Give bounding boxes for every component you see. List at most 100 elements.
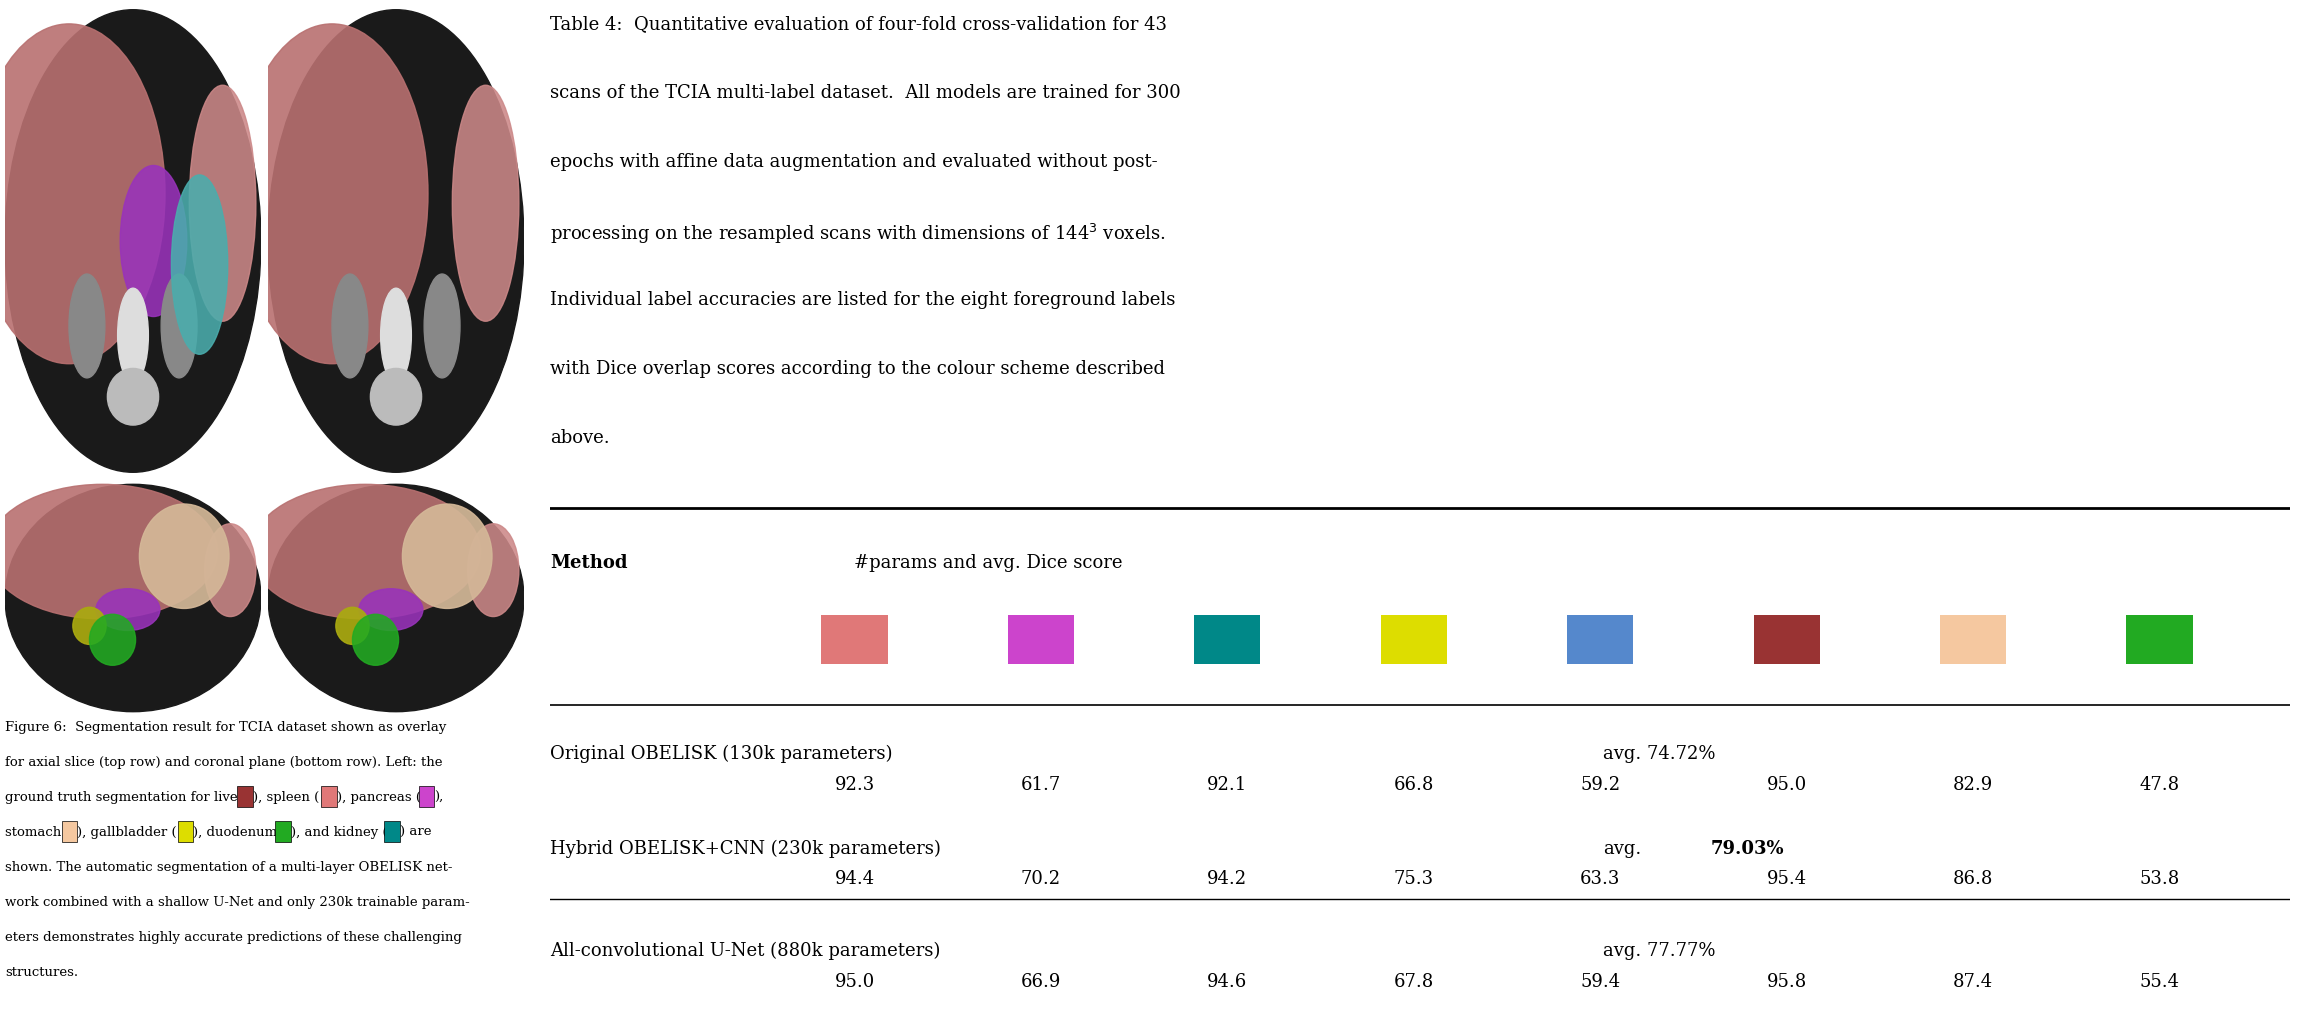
Ellipse shape: [117, 288, 147, 383]
Text: ),: ),: [435, 791, 444, 804]
FancyBboxPatch shape: [237, 786, 253, 807]
Text: ), pancreas (: ), pancreas (: [336, 791, 421, 804]
Ellipse shape: [336, 607, 368, 645]
Ellipse shape: [486, 411, 502, 429]
Ellipse shape: [5, 484, 260, 712]
Ellipse shape: [108, 368, 159, 425]
Ellipse shape: [267, 484, 525, 712]
FancyBboxPatch shape: [419, 786, 435, 807]
Ellipse shape: [504, 363, 518, 383]
FancyBboxPatch shape: [385, 820, 401, 841]
Ellipse shape: [90, 614, 136, 665]
Text: 87.4: 87.4: [1953, 972, 1992, 991]
Text: ), gallbladder (: ), gallbladder (: [78, 826, 177, 838]
Text: eters demonstrates highly accurate predictions of these challenging: eters demonstrates highly accurate predi…: [5, 931, 463, 944]
Ellipse shape: [359, 589, 424, 630]
FancyBboxPatch shape: [62, 820, 78, 841]
Ellipse shape: [267, 10, 525, 472]
Text: 47.8: 47.8: [2139, 775, 2179, 794]
Ellipse shape: [235, 24, 428, 363]
Text: 75.3: 75.3: [1393, 870, 1435, 888]
Text: 95.4: 95.4: [1766, 870, 1808, 888]
Text: 79.03%: 79.03%: [1711, 839, 1785, 858]
Ellipse shape: [290, 411, 306, 429]
FancyBboxPatch shape: [177, 820, 193, 841]
Ellipse shape: [451, 85, 518, 321]
Text: stomach (: stomach (: [5, 826, 71, 838]
FancyBboxPatch shape: [2126, 615, 2192, 664]
Text: 94.6: 94.6: [1207, 972, 1248, 991]
FancyBboxPatch shape: [1009, 615, 1073, 664]
Ellipse shape: [5, 10, 260, 472]
Text: ), and kidney (: ), and kidney (: [290, 826, 387, 838]
Ellipse shape: [9, 363, 25, 383]
Ellipse shape: [424, 274, 461, 378]
Text: 59.2: 59.2: [1580, 775, 1621, 794]
Text: 66.9: 66.9: [1020, 972, 1062, 991]
Text: 55.4: 55.4: [2139, 972, 2179, 991]
Ellipse shape: [97, 589, 159, 630]
Text: avg.: avg.: [1603, 839, 1642, 858]
Ellipse shape: [161, 274, 198, 378]
Ellipse shape: [0, 484, 216, 619]
Text: Original OBELISK (130k parameters): Original OBELISK (130k parameters): [550, 745, 894, 763]
Ellipse shape: [240, 363, 256, 383]
Text: Hybrid OBELISK+CNN (230k parameters): Hybrid OBELISK+CNN (230k parameters): [550, 839, 942, 858]
Text: 92.1: 92.1: [1207, 775, 1248, 794]
Text: 92.3: 92.3: [834, 775, 875, 794]
Text: ground truth segmentation for liver (: ground truth segmentation for liver (: [5, 791, 253, 804]
Text: avg. 77.77%: avg. 77.77%: [1603, 942, 1716, 960]
Ellipse shape: [120, 165, 187, 317]
Text: ), spleen (: ), spleen (: [253, 791, 318, 804]
Ellipse shape: [223, 411, 237, 429]
Ellipse shape: [251, 484, 481, 619]
Text: Figure 6:  Segmentation result for TCIA dataset shown as overlay: Figure 6: Segmentation result for TCIA d…: [5, 721, 447, 734]
Ellipse shape: [274, 363, 288, 383]
Text: Individual label accuracies are listed for the eight foreground labels: Individual label accuracies are listed f…: [550, 291, 1175, 310]
Text: 66.8: 66.8: [1393, 775, 1435, 794]
Text: 86.8: 86.8: [1953, 870, 1994, 888]
Ellipse shape: [74, 607, 106, 645]
Text: 95.0: 95.0: [1766, 775, 1808, 794]
FancyBboxPatch shape: [1939, 615, 2006, 664]
Ellipse shape: [69, 274, 106, 378]
FancyBboxPatch shape: [822, 615, 887, 664]
Text: with Dice overlap scores according to the colour scheme described: with Dice overlap scores according to th…: [550, 360, 1165, 379]
Text: 94.4: 94.4: [834, 870, 875, 888]
Text: 95.0: 95.0: [834, 972, 875, 991]
Text: 61.7: 61.7: [1020, 775, 1062, 794]
Ellipse shape: [468, 524, 518, 616]
Ellipse shape: [140, 504, 228, 608]
Text: ) are: ) are: [401, 826, 433, 838]
Ellipse shape: [403, 504, 493, 608]
Ellipse shape: [170, 175, 228, 354]
FancyBboxPatch shape: [274, 820, 290, 841]
Text: shown. The automatic segmentation of a multi-layer OBELISK net-: shown. The automatic segmentation of a m…: [5, 861, 454, 874]
Ellipse shape: [380, 288, 412, 383]
Text: above.: above.: [550, 429, 610, 448]
Ellipse shape: [332, 274, 368, 378]
Text: structures.: structures.: [5, 965, 78, 978]
Text: scans of the TCIA multi-label dataset.  All models are trained for 300: scans of the TCIA multi-label dataset. A…: [550, 84, 1181, 103]
Text: 70.2: 70.2: [1020, 870, 1062, 888]
Ellipse shape: [205, 524, 256, 616]
FancyBboxPatch shape: [1195, 615, 1260, 664]
Text: 53.8: 53.8: [2139, 870, 2179, 888]
Ellipse shape: [352, 614, 398, 665]
Ellipse shape: [189, 85, 256, 321]
Text: avg. 74.72%: avg. 74.72%: [1603, 745, 1716, 763]
Ellipse shape: [28, 411, 44, 429]
FancyBboxPatch shape: [322, 786, 336, 807]
Text: processing on the resampled scans with dimensions of 144$^3$ voxels.: processing on the resampled scans with d…: [550, 222, 1165, 247]
Ellipse shape: [0, 24, 166, 363]
FancyBboxPatch shape: [1382, 615, 1446, 664]
Text: 94.2: 94.2: [1207, 870, 1248, 888]
Text: 95.8: 95.8: [1766, 972, 1808, 991]
Text: All-convolutional U-Net (880k parameters): All-convolutional U-Net (880k parameters…: [550, 942, 940, 960]
Text: ), duodenum (: ), duodenum (: [193, 826, 288, 838]
Text: work combined with a shallow U-Net and only 230k trainable param-: work combined with a shallow U-Net and o…: [5, 895, 470, 908]
FancyBboxPatch shape: [1566, 615, 1633, 664]
Ellipse shape: [371, 368, 421, 425]
Text: 59.4: 59.4: [1580, 972, 1621, 991]
Text: #params and avg. Dice score: #params and avg. Dice score: [854, 554, 1124, 572]
